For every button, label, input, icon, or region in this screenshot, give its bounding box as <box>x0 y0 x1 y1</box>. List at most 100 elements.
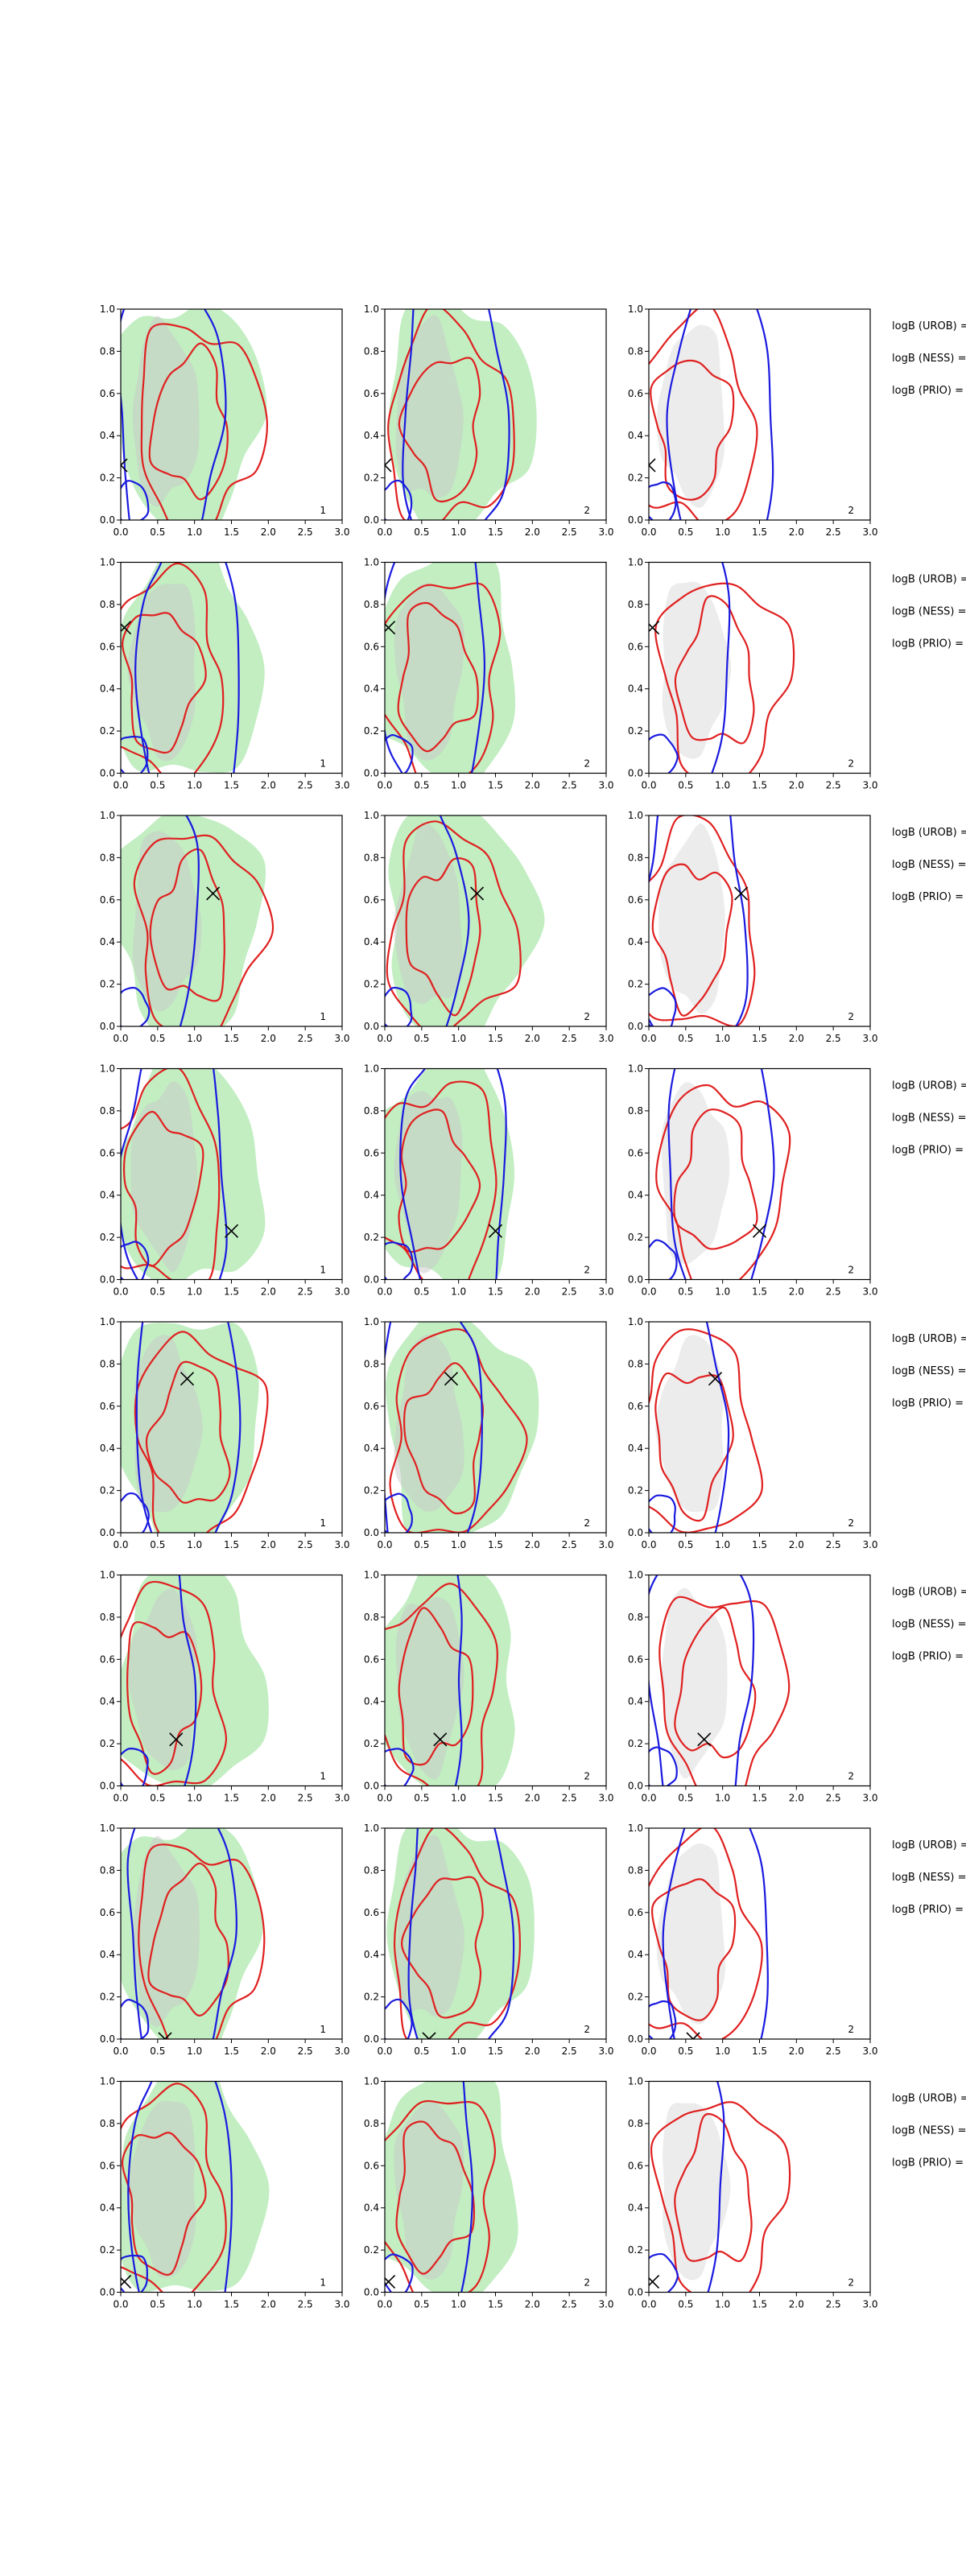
x-tick: 1.0 <box>187 1279 202 1298</box>
x-tick-label: 0.0 <box>377 2046 392 2057</box>
y-tick-label: 0.4 <box>100 1190 115 1201</box>
x-tick-label: 0.0 <box>641 2299 656 2310</box>
x-tick: 1.0 <box>715 2039 730 2057</box>
x-tick: 0.0 <box>641 773 657 791</box>
y-tick-label: 0.6 <box>364 2160 379 2171</box>
x-tick: 1.0 <box>715 520 730 538</box>
y-tick: 1.0 <box>100 1063 121 1075</box>
x-tick-label: 3.0 <box>862 1539 877 1550</box>
x-tick: 0.0 <box>377 1785 393 1804</box>
x-tick: 2.0 <box>261 520 276 538</box>
y-tick: 0.8 <box>364 599 385 610</box>
y-tick-label: 0.8 <box>100 852 115 863</box>
x-tick: 1.0 <box>715 1279 730 1298</box>
y-tick-label: 0.2 <box>364 1232 379 1243</box>
x-tick: 0.0 <box>377 773 393 791</box>
y-tick-label: 0.0 <box>628 2033 643 2045</box>
panel-label: 1 <box>320 1265 326 1276</box>
x-tick-label: 1.0 <box>187 1793 202 1804</box>
y-tick: 0.8 <box>100 1612 121 1623</box>
x-tick: 2.0 <box>789 520 804 538</box>
y-tick-label: 1.0 <box>100 1316 115 1327</box>
x-tick-label: 1.5 <box>752 1033 767 1044</box>
y-tick-label: 0.8 <box>628 1105 643 1117</box>
y-tick-label: 1.0 <box>628 1063 643 1075</box>
red-contour-outer <box>121 2083 227 2293</box>
y-tick-label: 0.8 <box>100 2118 115 2129</box>
y-tick: 1.0 <box>100 303 121 315</box>
y-tick-label: 0.8 <box>628 1864 643 1876</box>
truth-marker <box>158 2032 172 2039</box>
y-tick-label: 0.6 <box>628 1147 643 1158</box>
x-tick: 1.5 <box>224 773 239 791</box>
y-tick-label: 0.4 <box>628 430 643 441</box>
x-tick-label: 1.0 <box>451 1033 466 1044</box>
blue-contour-small <box>385 2253 414 2293</box>
red-contour-outer <box>389 1328 528 1533</box>
y-tick-label: 0.4 <box>628 1190 643 1201</box>
x-tick: 1.0 <box>451 520 466 538</box>
panel-r8-c1: 0.0 0.5 1.0 1.5 2.0 2.5 3.0 0.0 0.2 0.4 0.6 0.8 1.0 1 <box>100 2076 350 2310</box>
x-tick-label: 0.5 <box>150 1793 165 1804</box>
x-tick: 0.5 <box>678 520 693 538</box>
y-tick: 0.8 <box>628 2118 649 2129</box>
x-tick-label: 1.5 <box>224 780 239 791</box>
x-tick-label: 2.5 <box>298 1793 313 1804</box>
x-tick: 1.0 <box>187 520 202 538</box>
x-tick-label: 2.0 <box>789 1033 804 1044</box>
red-contour-outer <box>649 1828 763 2039</box>
x-tick: 3.0 <box>862 1026 878 1044</box>
x-tick-label: 0.5 <box>678 1539 693 1550</box>
x-tick-label: 2.5 <box>562 2299 577 2310</box>
y-tick: 0.8 <box>364 1105 385 1117</box>
y-tick-label: 0.8 <box>100 1358 115 1369</box>
y-tick-label: 0.6 <box>364 894 379 906</box>
y-tick: 0.8 <box>100 599 121 610</box>
truth-marker <box>224 1224 239 1238</box>
y-tick: 0.4 <box>364 1696 385 1707</box>
blue-contour-small <box>649 2000 677 2039</box>
x-tick: 2.5 <box>562 2039 577 2057</box>
y-tick: 0.0 <box>100 2033 121 2045</box>
x-tick: 1.0 <box>187 2292 202 2310</box>
truth-marker <box>488 1224 503 1238</box>
y-tick: 0.6 <box>100 641 121 652</box>
y-tick: 0.0 <box>628 768 649 779</box>
x-tick-label: 3.0 <box>598 780 613 791</box>
x-tick-label: 1.0 <box>715 1539 730 1550</box>
y-tick: 0.4 <box>628 936 649 947</box>
panel-r1-c3: 0.0 0.5 1.0 1.5 2.0 2.5 3.0 0.0 0.2 0.4 0.6 0.8 1.0 2 <box>628 303 878 538</box>
x-tick: 3.0 <box>334 1279 350 1298</box>
logb-label: logB (UROB) = <box>892 2093 966 2105</box>
x-tick-label: 1.0 <box>451 1286 466 1298</box>
grey-density-region <box>663 2103 731 2281</box>
y-tick: 0.0 <box>364 2287 385 2298</box>
logb-label: logB (NESS) = <box>892 2125 966 2137</box>
y-tick-label: 0.2 <box>628 1738 643 1749</box>
y-tick-label: 0.4 <box>628 1949 643 1960</box>
y-tick-label: 0.0 <box>628 1781 643 1792</box>
x-tick: 1.5 <box>752 520 767 538</box>
blue-contour <box>126 1828 237 2039</box>
panel-label: 2 <box>848 1011 854 1022</box>
y-tick: 0.0 <box>100 1274 121 1286</box>
y-tick-label: 1.0 <box>100 2076 115 2087</box>
y-tick: 0.2 <box>628 1232 649 1243</box>
y-tick-label: 0.8 <box>364 852 379 863</box>
y-tick-label: 0.8 <box>100 1105 115 1117</box>
x-tick-label: 0.5 <box>150 2046 165 2057</box>
x-tick: 3.0 <box>862 2039 878 2057</box>
logb-label: logB (UROB) = <box>892 574 966 586</box>
x-tick: 1.0 <box>187 2039 202 2057</box>
x-tick-label: 2.0 <box>525 1539 540 1550</box>
y-tick: 0.0 <box>364 1781 385 1792</box>
red-contour-outer <box>658 1596 791 1786</box>
blue-contour <box>127 2081 233 2293</box>
panel-r5-c2: 0.0 0.5 1.0 1.5 2.0 2.5 3.0 0.0 0.2 0.4 0.6 0.8 1.0 2 <box>364 1316 614 1550</box>
grey-density-region <box>132 831 202 1012</box>
y-tick-label: 0.6 <box>100 1401 115 1412</box>
logb-label: logB (PRIO) = <box>892 1145 964 1157</box>
grey-density-region <box>126 2100 196 2278</box>
x-tick-label: 0.5 <box>414 2299 429 2310</box>
y-tick-label: 0.0 <box>100 2287 115 2298</box>
